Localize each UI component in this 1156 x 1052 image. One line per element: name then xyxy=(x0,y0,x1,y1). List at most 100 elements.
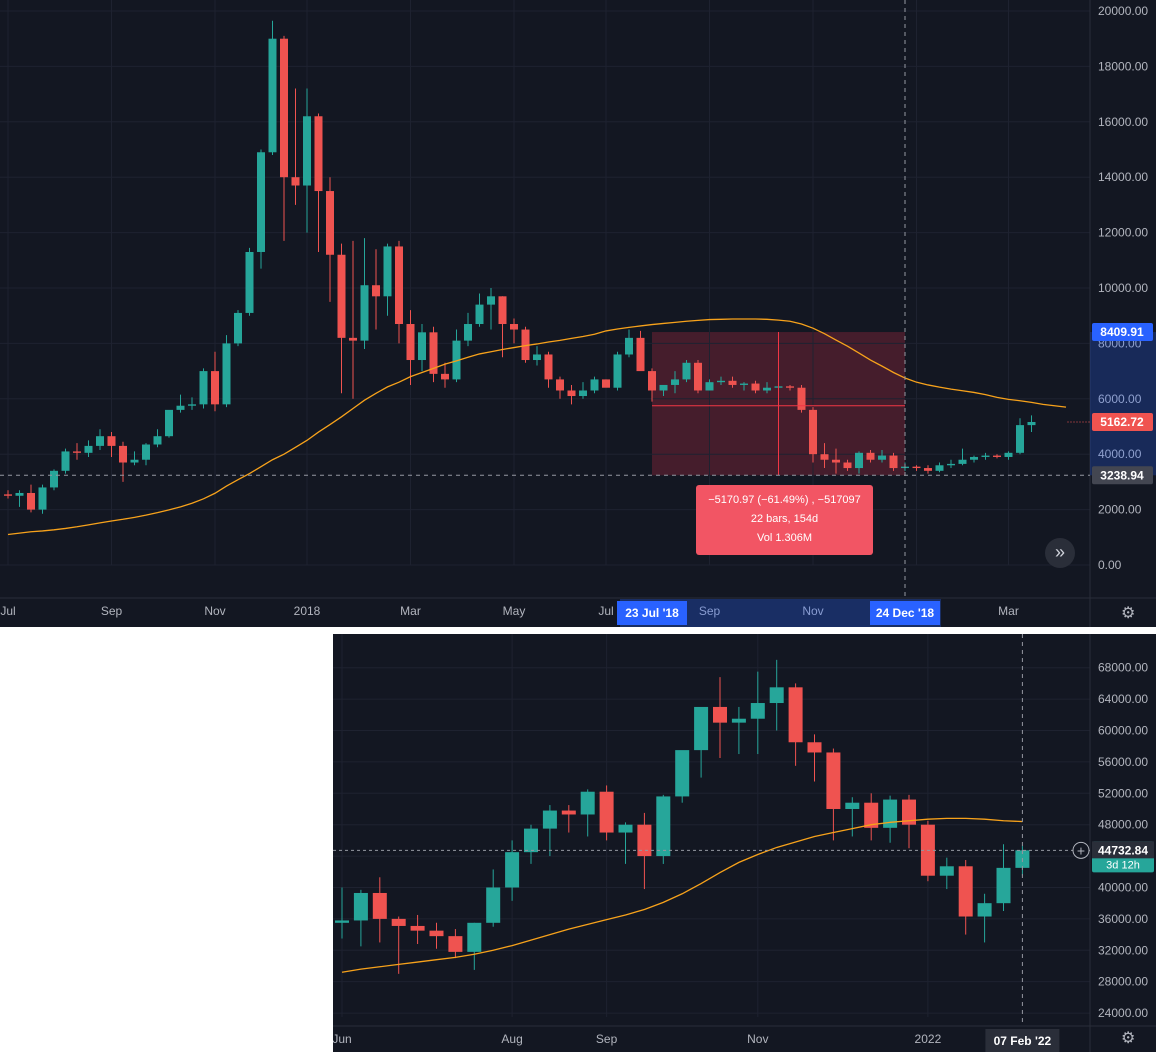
y-tick-label: 6000.00 xyxy=(1098,392,1142,406)
candle-body xyxy=(467,922,482,952)
candle xyxy=(280,35,288,241)
candle-body xyxy=(335,920,349,923)
candle xyxy=(675,750,690,803)
chart-bottom-svg[interactable]: 24000.00 28000.00 32000.00 36000.00 40000.00… xyxy=(333,634,1156,1052)
candle-body xyxy=(257,152,265,252)
candle xyxy=(750,671,765,755)
candle xyxy=(410,914,425,944)
candle xyxy=(826,748,841,841)
candle-body xyxy=(441,373,449,380)
candle xyxy=(475,293,484,327)
candle-body xyxy=(902,799,916,825)
candle-body xyxy=(280,38,288,178)
candle-body xyxy=(50,470,58,488)
candle-body xyxy=(996,867,1011,904)
candle-body xyxy=(142,444,150,460)
gear-icon[interactable]: ⚙ xyxy=(1121,605,1136,622)
candle xyxy=(981,452,990,460)
candle-body xyxy=(372,892,387,919)
candle-body xyxy=(625,337,633,355)
candle-body xyxy=(464,324,472,341)
candle-body xyxy=(395,246,403,325)
candle-body xyxy=(786,386,794,388)
candle xyxy=(947,459,955,469)
candle xyxy=(15,490,24,507)
candle-body xyxy=(599,791,614,833)
candle xyxy=(464,312,472,347)
candle xyxy=(107,432,116,457)
price-tag-countdown: 3d 12h xyxy=(1106,859,1140,871)
candle-body xyxy=(4,494,12,496)
candle-body xyxy=(15,492,24,496)
candle-body xyxy=(38,487,47,510)
chart-top-btc-2017-2019[interactable]: 0.00 2000.00 4000.00 6000.00 8000.00 10000.00… xyxy=(0,0,1156,627)
candle xyxy=(797,384,806,413)
candle xyxy=(257,149,265,269)
candle-body xyxy=(107,436,116,446)
candle-body xyxy=(924,468,932,471)
candle-body xyxy=(809,409,817,455)
candle xyxy=(809,407,817,463)
candle-body xyxy=(751,383,760,391)
candle-body xyxy=(567,390,576,397)
candle xyxy=(788,683,803,766)
candle xyxy=(924,465,932,474)
candle-body xyxy=(832,459,840,463)
candle xyxy=(878,450,886,463)
candle xyxy=(349,240,357,399)
x-tick-label: Aug xyxy=(501,1032,522,1046)
candle xyxy=(843,459,852,471)
candle xyxy=(958,448,967,466)
price-tag-range-low-bg xyxy=(1092,466,1153,485)
price-tag-last-bg xyxy=(1092,412,1153,431)
price-tag-last-top xyxy=(1092,841,1154,859)
grid xyxy=(333,634,1090,1017)
candle xyxy=(807,734,822,782)
time-tag-crosshair: 07 Feb '22 xyxy=(994,1034,1052,1048)
price-tag-range-high-bg xyxy=(1092,323,1153,342)
x-tick-label: 2018 xyxy=(294,604,321,618)
candle-body xyxy=(705,382,714,391)
candle-body xyxy=(544,354,553,380)
candle xyxy=(602,379,610,388)
x-tick-label: Mar xyxy=(400,604,421,618)
gear-icon[interactable]: ⚙ xyxy=(1121,1030,1136,1047)
candle-body xyxy=(73,451,81,453)
candle xyxy=(211,351,219,412)
y-tick-label: 4000.00 xyxy=(1098,447,1142,461)
candle-body xyxy=(410,925,425,931)
candle-body xyxy=(153,436,162,445)
candle xyxy=(176,394,185,413)
candle xyxy=(786,384,794,391)
candle-body xyxy=(510,324,518,330)
candle-body xyxy=(636,337,645,372)
chart-bottom-btc-2021-2022[interactable]: 24000.00 28000.00 32000.00 36000.00 40000.00… xyxy=(333,634,1156,1052)
candle xyxy=(579,382,587,399)
candle xyxy=(648,368,656,402)
candle-body xyxy=(391,918,406,926)
candle xyxy=(567,384,576,405)
scroll-to-realtime-button[interactable]: » xyxy=(1045,538,1075,568)
candle xyxy=(590,376,599,394)
candle xyxy=(487,288,495,330)
candle-body xyxy=(353,892,368,921)
x-tick-label: Nov xyxy=(802,604,823,618)
candle xyxy=(406,310,415,385)
candle-body xyxy=(360,285,369,341)
candle-body xyxy=(970,456,978,460)
candle xyxy=(977,893,992,943)
chart-top-svg[interactable]: 0.002000.004000.006000.008000.0010000.00… xyxy=(0,0,1156,627)
candle xyxy=(731,706,746,755)
candle-body xyxy=(864,802,879,828)
candle xyxy=(866,450,875,463)
x-tick-label: Jul xyxy=(0,604,15,618)
candle-body xyxy=(912,466,921,469)
candle xyxy=(613,351,622,391)
candle-body xyxy=(694,362,702,391)
time-tag-end-bg xyxy=(870,601,940,625)
candle-body xyxy=(958,866,973,917)
candle-body xyxy=(542,810,557,829)
candle-body xyxy=(580,791,595,815)
candle-body xyxy=(981,455,990,457)
candle-body xyxy=(291,177,300,186)
